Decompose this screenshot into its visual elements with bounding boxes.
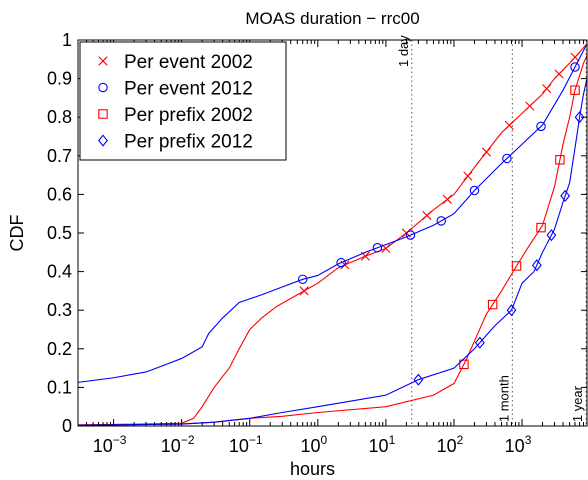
x-tick-exp-4: 1 xyxy=(389,433,396,447)
x-tick-base-0: 10 xyxy=(93,436,113,456)
data-point-per-event-2012-0 xyxy=(297,274,308,285)
y-tick-label-3: 0.3 xyxy=(47,300,72,320)
data-point-per-prefix-2012-0 xyxy=(413,373,424,386)
data-point-per-event-2012-8 xyxy=(570,62,580,72)
data-point-per-event-2002-9 xyxy=(504,120,514,130)
x-tick-label-0: 10−3 xyxy=(93,433,127,456)
data-point-per-prefix-2012-6 xyxy=(574,111,585,124)
data-point-per-event-2012-7 xyxy=(536,121,546,132)
x-axis-label: hours xyxy=(290,459,335,479)
y-tick-label-2: 0.2 xyxy=(47,339,72,359)
x-tick-exp-1: −2 xyxy=(181,433,195,447)
data-point-per-event-2012-6 xyxy=(502,153,512,164)
x-tick-exp-0: −3 xyxy=(113,433,127,447)
y-tick-label-9: 0.9 xyxy=(47,69,72,89)
legend-item-per-prefix-2002: Per prefix 2002 xyxy=(98,105,253,126)
data-point-per-prefix-2012-5 xyxy=(560,189,571,202)
x-tick-exp-3: 0 xyxy=(320,433,327,447)
y-tick-label-4: 0.4 xyxy=(47,262,72,282)
data-point-per-prefix-2012-1 xyxy=(474,336,485,349)
data-point-per-event-2002-13 xyxy=(570,52,580,62)
x-tick-label-3: 100 xyxy=(300,433,327,456)
legend-marker-per-event-2002 xyxy=(98,56,108,66)
data-point-per-prefix-2012-4 xyxy=(546,229,557,242)
y-tick-label-7: 0.7 xyxy=(47,146,72,166)
data-point-per-prefix-2012-2 xyxy=(506,304,517,317)
series-line-per-prefix-2002 xyxy=(78,55,587,426)
legend-label-per-prefix-2012: Per prefix 2012 xyxy=(124,132,253,153)
legend-marker-per-event-2012 xyxy=(98,82,108,93)
data-point-per-event-2002-7 xyxy=(463,171,473,181)
y-tick-label-8: 0.8 xyxy=(47,107,72,127)
legend-marker-per-prefix-2012 xyxy=(98,134,108,147)
x-tick-base-1: 10 xyxy=(161,436,181,456)
legend-label-per-event-2012: Per event 2012 xyxy=(124,79,253,100)
legend-label-per-prefix-2002: Per prefix 2002 xyxy=(124,105,253,126)
data-point-per-prefix-2012-3 xyxy=(531,259,542,272)
data-point-per-event-2012-1 xyxy=(336,257,346,268)
reference-label-2: 1 year xyxy=(570,385,585,422)
data-point-per-event-2012-2 xyxy=(372,243,383,253)
data-point-per-event-2012-4 xyxy=(436,216,446,226)
data-point-per-event-2002-10 xyxy=(525,101,535,111)
y-axis-label: CDF xyxy=(7,215,27,252)
data-point-per-prefix-2002-1 xyxy=(487,299,498,310)
data-point-per-event-2002-8 xyxy=(481,147,492,157)
legend-box xyxy=(79,41,287,161)
legend-item-per-event-2012: Per event 2012 xyxy=(98,79,253,100)
data-point-per-prefix-2002-4 xyxy=(555,155,565,165)
data-point-per-event-2002-5 xyxy=(422,210,432,221)
series-per-prefix-2012 xyxy=(78,78,587,426)
y-tick-label-1: 0.1 xyxy=(47,377,72,397)
reference-lines: 1 day 1 month 1 year xyxy=(396,35,587,426)
x-tick-label-1: 10−2 xyxy=(161,433,195,456)
x-tick-label-4: 101 xyxy=(369,433,396,456)
series-per-prefix-2002 xyxy=(78,55,587,426)
reference-label-1: 1 month xyxy=(496,375,511,422)
legend-marker-per-prefix-2002 xyxy=(98,109,108,119)
x-tick-base-5: 10 xyxy=(437,436,457,456)
data-point-per-prefix-2002-2 xyxy=(511,261,522,271)
x-tick-exp-5: 2 xyxy=(457,433,464,447)
x-tick-base-6: 10 xyxy=(505,436,525,456)
y-tick-label-0: 0 xyxy=(62,416,72,436)
data-point-per-prefix-2002-0 xyxy=(459,359,469,370)
x-tick-label-5: 102 xyxy=(437,433,464,456)
x-tick-exp-6: 3 xyxy=(525,433,532,447)
x-tick-label-2: 10−1 xyxy=(229,433,263,456)
x-tick-exp-2: −1 xyxy=(249,433,263,447)
axes xyxy=(77,39,588,427)
legend-item-per-prefix-2012: Per prefix 2012 xyxy=(98,132,253,153)
x-tick-base-2: 10 xyxy=(229,436,249,456)
x-tick-label-6: 103 xyxy=(505,433,532,456)
reference-label-0: 1 day xyxy=(396,35,411,67)
series-line-per-event-2002 xyxy=(78,43,587,426)
chart-title: MOAS duration − rrc00 xyxy=(245,9,419,28)
y-tick-label-6: 0.6 xyxy=(47,184,72,204)
legend: Per event 2002 Per event 2012 Per prefix 2… xyxy=(79,41,287,161)
data-point-per-event-2002-0 xyxy=(299,286,309,296)
data-point-per-event-2012-3 xyxy=(405,230,416,240)
series-line-per-event-2012 xyxy=(78,43,587,383)
x-tick-base-3: 10 xyxy=(300,436,320,456)
series-per-event-2012 xyxy=(78,43,587,383)
legend-label-per-event-2002: Per event 2002 xyxy=(124,52,253,73)
data-point-per-prefix-2002-3 xyxy=(536,222,546,233)
data-point-per-event-2012-5 xyxy=(469,185,480,196)
legend-item-per-event-2002: Per event 2002 xyxy=(98,52,253,73)
x-tick-base-4: 10 xyxy=(369,436,389,456)
data-point-per-event-2002-12 xyxy=(554,69,564,79)
data-point-per-event-2002-6 xyxy=(442,194,452,204)
data-point-per-prefix-2002-5 xyxy=(570,85,580,95)
y-tick-label-10: 1 xyxy=(62,30,72,50)
y-tick-label-5: 0.5 xyxy=(47,223,72,243)
data-point-per-event-2002-11 xyxy=(542,84,552,94)
series-layer xyxy=(78,43,587,426)
series-line-per-prefix-2012 xyxy=(78,78,587,426)
